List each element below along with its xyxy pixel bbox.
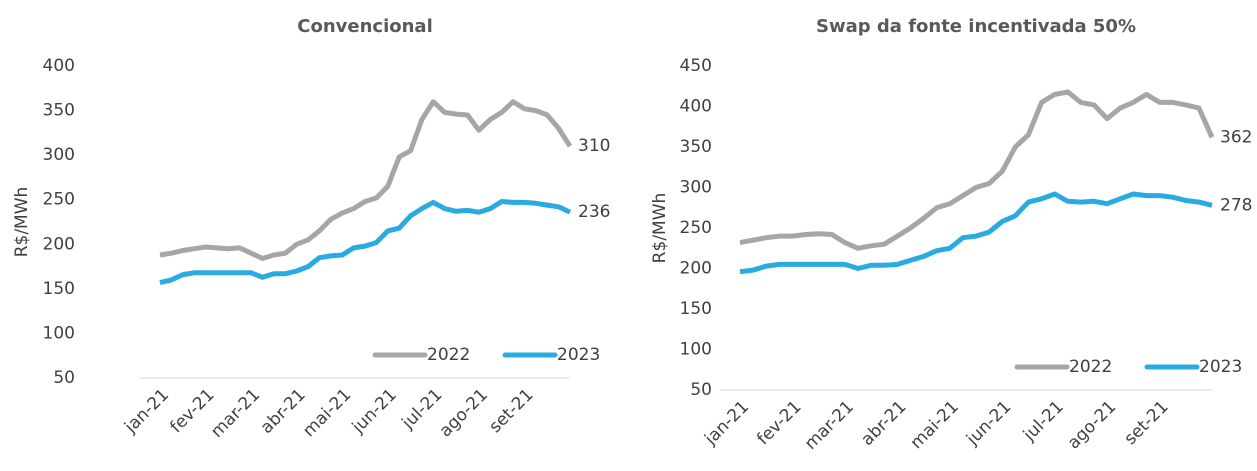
y-tick-label: 400 <box>680 97 712 117</box>
x-tick-label: jun-21 <box>962 397 1015 450</box>
x-tick-label: jan-21 <box>120 385 173 438</box>
line-series <box>159 199 572 286</box>
y-tick-label: 250 <box>680 218 712 238</box>
y-tick-label: 50 <box>53 368 75 388</box>
x-tick-label: mar-21 <box>207 385 264 442</box>
x-tick-label: set-21 <box>1120 397 1172 449</box>
y-tick-label: 350 <box>43 101 75 121</box>
chart-title: Convencional <box>297 16 432 37</box>
end-label: 278 <box>1220 195 1252 215</box>
legend-label: 2023 <box>1199 357 1242 377</box>
x-tick-label: jul-21 <box>1019 397 1068 446</box>
x-tick-label: jun-21 <box>348 385 401 438</box>
y-tick-label: 50 <box>690 380 712 400</box>
chart-title: Swap da fonte incentivada 50% <box>816 16 1136 37</box>
x-tick-label: ago-21 <box>436 385 492 441</box>
y-tick-label: 150 <box>680 299 712 319</box>
x-tick-label: mar-21 <box>801 397 858 454</box>
x-tick-label: abr-21 <box>857 397 910 450</box>
y-tick-label: 150 <box>43 279 75 299</box>
end-label: 236 <box>578 202 610 222</box>
end-label: 362 <box>1220 127 1252 147</box>
y-tick-label: 200 <box>680 259 712 279</box>
legend-label: 2022 <box>427 345 470 365</box>
end-label: 310 <box>578 136 610 156</box>
y-tick-label: 100 <box>43 323 75 343</box>
y-axis-label: R$/MWh <box>650 193 670 264</box>
legend-label: 2023 <box>557 345 600 365</box>
x-tick-label: set-21 <box>485 385 537 437</box>
x-tick-label: mai-21 <box>299 385 355 441</box>
line-series <box>159 99 573 261</box>
x-tick-label: mai-21 <box>907 397 963 453</box>
y-tick-label: 350 <box>680 137 712 157</box>
x-tick-label: jan-21 <box>700 397 753 450</box>
legend-label: 2022 <box>1069 357 1112 377</box>
y-tick-label: 450 <box>680 56 712 76</box>
x-tick-label: ago-21 <box>1064 397 1120 453</box>
y-tick-label: 100 <box>680 340 712 360</box>
y-tick-label: 300 <box>43 145 75 165</box>
x-tick-label: fev-21 <box>753 397 805 449</box>
line-series <box>739 89 1215 251</box>
line-series <box>739 191 1213 275</box>
y-tick-label: 200 <box>43 234 75 254</box>
y-tick-label: 300 <box>680 178 712 198</box>
y-tick-label: 400 <box>43 56 75 76</box>
y-tick-label: 250 <box>43 190 75 210</box>
y-axis-label: R$/MWh <box>12 187 32 258</box>
